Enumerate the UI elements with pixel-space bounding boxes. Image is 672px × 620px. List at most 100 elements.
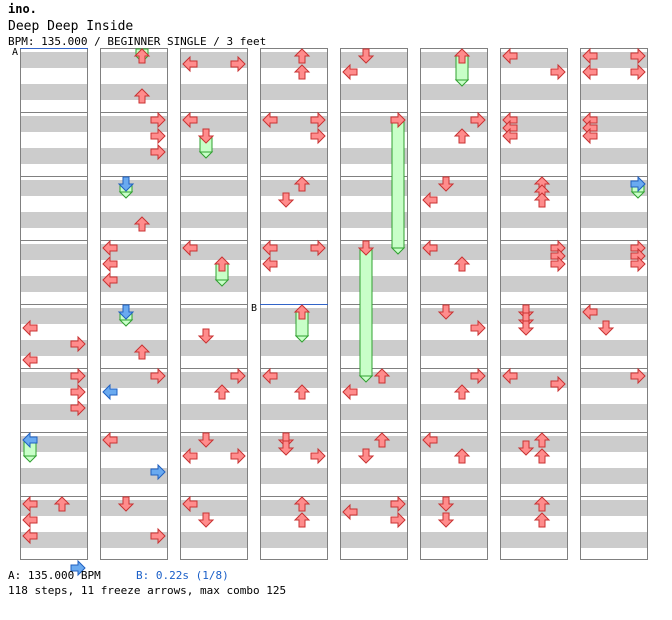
right-arrow-icon	[70, 383, 86, 401]
up-arrow-icon	[533, 448, 551, 464]
right-arrow-icon	[630, 47, 646, 65]
down-arrow-icon	[277, 440, 295, 456]
stop-marker-b: B	[251, 303, 258, 314]
up-arrow-icon	[293, 496, 311, 512]
stop-legend: B: 0.22s (1/8)	[136, 569, 229, 582]
up-arrow-icon	[213, 256, 231, 272]
up-arrow-icon	[373, 368, 391, 384]
beat-stripe	[340, 436, 408, 452]
down-arrow-icon	[437, 304, 455, 320]
beat-stripe	[580, 532, 648, 548]
beat-stripe	[580, 340, 648, 356]
up-arrow-icon	[133, 48, 151, 64]
left-arrow-icon	[182, 111, 198, 129]
left-arrow-icon	[182, 495, 198, 513]
beat-stripe	[260, 500, 328, 516]
beat-stripe	[420, 532, 488, 548]
right-arrow-icon	[70, 559, 86, 577]
freeze-arrow-tail	[214, 279, 230, 287]
up-arrow-icon	[293, 384, 311, 400]
freeze-arrow-tail	[118, 191, 134, 199]
beat-stripe	[100, 500, 168, 516]
beat-stripe	[580, 276, 648, 292]
bpm-marker-a: A	[12, 47, 19, 58]
left-arrow-icon	[102, 383, 118, 401]
beat-stripe	[500, 84, 568, 100]
right-arrow-icon	[630, 63, 646, 81]
beat-stripe	[340, 340, 408, 356]
site-brand: ino.	[8, 2, 37, 16]
beat-stripe	[580, 500, 648, 516]
right-arrow-icon	[70, 399, 86, 417]
song-title: Deep Deep Inside	[8, 19, 134, 34]
down-arrow-icon	[437, 496, 455, 512]
beat-stripe	[500, 468, 568, 484]
up-arrow-icon	[53, 496, 71, 512]
freeze-arrow-tail	[630, 191, 646, 199]
freeze-arrow-tail	[390, 247, 406, 255]
beat-stripe	[260, 180, 328, 196]
beat-stripe	[500, 180, 568, 196]
left-arrow-icon	[582, 127, 598, 145]
beat-stripe	[420, 468, 488, 484]
left-arrow-icon	[502, 47, 518, 65]
right-arrow-icon	[470, 319, 486, 337]
up-arrow-icon	[533, 512, 551, 528]
beat-stripe	[260, 468, 328, 484]
beat-stripe	[260, 148, 328, 164]
down-arrow-icon	[117, 304, 135, 320]
beat-stripe	[20, 84, 88, 100]
up-arrow-icon	[533, 496, 551, 512]
freeze-arrow-tail	[454, 79, 470, 87]
beat-stripe	[340, 468, 408, 484]
up-arrow-icon	[133, 216, 151, 232]
beat-stripe	[420, 180, 488, 196]
right-arrow-icon	[550, 63, 566, 81]
down-arrow-icon	[117, 496, 135, 512]
down-arrow-icon	[197, 128, 215, 144]
beat-stripe	[340, 244, 408, 260]
beat-stripe	[20, 148, 88, 164]
left-arrow-icon	[262, 367, 278, 385]
beat-stripe	[260, 436, 328, 452]
beat-stripe	[20, 180, 88, 196]
beat-stripe	[100, 84, 168, 100]
down-arrow-icon	[437, 176, 455, 192]
right-arrow-icon	[630, 367, 646, 385]
right-arrow-icon	[150, 527, 166, 545]
left-arrow-icon	[102, 255, 118, 273]
beat-stripe	[260, 84, 328, 100]
beat-stripe	[20, 276, 88, 292]
beat-stripe	[100, 180, 168, 196]
right-arrow-icon	[70, 335, 86, 353]
beat-stripe	[260, 52, 328, 68]
up-arrow-icon	[133, 88, 151, 104]
beat-stripe	[420, 500, 488, 516]
right-arrow-icon	[550, 375, 566, 393]
right-arrow-icon	[390, 495, 406, 513]
up-arrow-icon	[453, 448, 471, 464]
up-arrow-icon	[293, 176, 311, 192]
bpm-legend: A: 135.000 BPM	[8, 569, 101, 582]
beat-stripe	[260, 308, 328, 324]
right-arrow-icon	[150, 463, 166, 481]
chart-meta: BPM: 135.000 / BEGINNER SINGLE / 3 feet	[8, 35, 267, 48]
up-arrow-icon	[293, 64, 311, 80]
left-arrow-icon	[22, 511, 38, 529]
beat-stripe	[580, 84, 648, 100]
beat-stripe	[180, 436, 248, 452]
left-arrow-icon	[262, 111, 278, 129]
beat-stripe	[100, 404, 168, 420]
left-arrow-icon	[342, 383, 358, 401]
beat-stripe	[500, 404, 568, 420]
beat-stripe	[580, 148, 648, 164]
right-arrow-icon	[230, 367, 246, 385]
left-arrow-icon	[262, 255, 278, 273]
down-arrow-icon	[197, 512, 215, 528]
down-arrow-icon	[597, 320, 615, 336]
up-arrow-icon	[213, 384, 231, 400]
left-arrow-icon	[502, 127, 518, 145]
right-arrow-icon	[310, 239, 326, 257]
freeze-arrow-tail	[118, 319, 134, 327]
up-arrow-icon	[293, 512, 311, 528]
